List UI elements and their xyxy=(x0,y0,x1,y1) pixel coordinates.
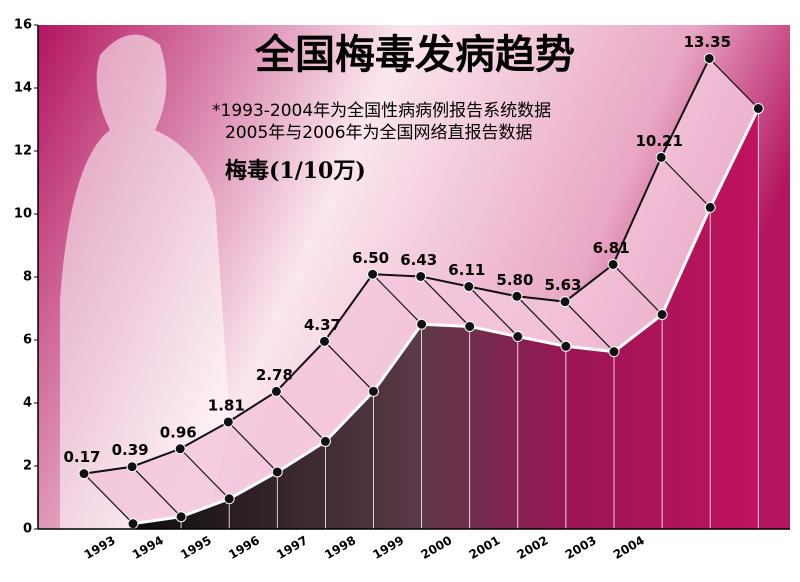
point xyxy=(223,493,235,505)
value-label: 5.80 xyxy=(496,271,533,289)
point xyxy=(752,102,764,114)
value-label: 5.63 xyxy=(544,276,581,294)
point xyxy=(464,320,476,332)
y-tick-label: 16 xyxy=(14,18,32,33)
line xyxy=(83,58,711,475)
x-tick-label: 2002 xyxy=(515,533,551,562)
point xyxy=(367,268,379,280)
point xyxy=(656,308,668,320)
value-label: 0.96 xyxy=(160,423,197,441)
point xyxy=(512,331,524,343)
point xyxy=(463,281,475,293)
connector xyxy=(275,391,326,442)
y-tick-label: 4 xyxy=(23,396,32,411)
point xyxy=(271,466,283,478)
connector xyxy=(468,286,519,337)
point xyxy=(608,346,620,358)
value-label: 13.35 xyxy=(684,33,731,51)
value-label: 0.39 xyxy=(112,441,149,459)
point xyxy=(415,270,427,282)
connector xyxy=(372,273,423,325)
connector xyxy=(324,340,374,392)
y-tick-label: 14 xyxy=(14,81,32,96)
value-label: 2.78 xyxy=(256,366,293,384)
x-tick-label: 1998 xyxy=(322,533,358,562)
x-tick-label: 1996 xyxy=(226,533,262,562)
x-tick-label: 1995 xyxy=(178,533,214,562)
plot: 0.17 0.39 0.96 1.81 2.78 4.37 6.50 6.43 6.11 5.80… xyxy=(63,33,764,530)
point xyxy=(368,385,379,397)
point xyxy=(704,201,716,213)
value-label: 6.11 xyxy=(448,261,485,279)
point xyxy=(319,435,331,447)
point xyxy=(175,511,187,523)
x-tick-label: 1993 xyxy=(82,533,118,562)
y-tick-label: 12 xyxy=(14,144,32,159)
point xyxy=(511,290,523,302)
front-area xyxy=(133,108,759,529)
connector xyxy=(564,301,615,353)
y-axis-label: 梅毒(1/10万) xyxy=(225,158,366,184)
value-label: 6.50 xyxy=(352,249,389,267)
point xyxy=(703,52,715,64)
connector xyxy=(612,264,663,315)
x-tick-label: 1999 xyxy=(370,533,406,562)
connector xyxy=(227,421,278,473)
line xyxy=(132,107,760,526)
connector xyxy=(516,295,567,347)
point xyxy=(270,385,282,397)
y-tick-label: 10 xyxy=(14,207,32,222)
connector xyxy=(179,448,230,500)
x-tick-label: 1997 xyxy=(274,533,310,562)
point xyxy=(127,518,139,530)
point xyxy=(319,335,330,347)
point xyxy=(126,461,138,473)
value-label: 10.21 xyxy=(635,132,682,150)
x-tick-label: 2003 xyxy=(563,533,599,562)
value-label: 1.81 xyxy=(208,396,245,414)
y-tick-label: 0 xyxy=(23,522,32,537)
y-tick-label: 6 xyxy=(23,333,32,348)
point xyxy=(607,258,619,270)
x-tick-label: 1994 xyxy=(130,533,166,562)
silhouette xyxy=(60,34,230,529)
value-label: 4.37 xyxy=(304,316,341,334)
point xyxy=(174,443,186,455)
point xyxy=(559,296,571,308)
point xyxy=(416,318,428,330)
connector xyxy=(708,58,759,109)
x-tick-label: 2004 xyxy=(611,533,647,562)
connector xyxy=(83,473,134,525)
value-label: 6.43 xyxy=(400,251,437,269)
connector xyxy=(660,156,711,208)
point xyxy=(222,416,234,428)
connector xyxy=(131,466,182,518)
point xyxy=(560,340,572,352)
value-label: 0.17 xyxy=(63,448,100,466)
value-label: 6.81 xyxy=(593,239,630,257)
y-tick-label: 8 xyxy=(23,270,32,285)
x-tick-label: 2001 xyxy=(467,533,503,562)
x-tick-label: 2000 xyxy=(418,533,454,562)
point xyxy=(78,468,90,480)
connector xyxy=(420,276,471,327)
note: *1993-2004年为全国性病病例报告系统数据 xyxy=(212,101,551,121)
chart-title: 全国梅毒发病趋势 xyxy=(254,31,575,78)
y-tick-label: 2 xyxy=(23,459,32,474)
note: 2005年与2006年为全国网络直报告数据 xyxy=(225,123,533,143)
point xyxy=(655,151,667,163)
